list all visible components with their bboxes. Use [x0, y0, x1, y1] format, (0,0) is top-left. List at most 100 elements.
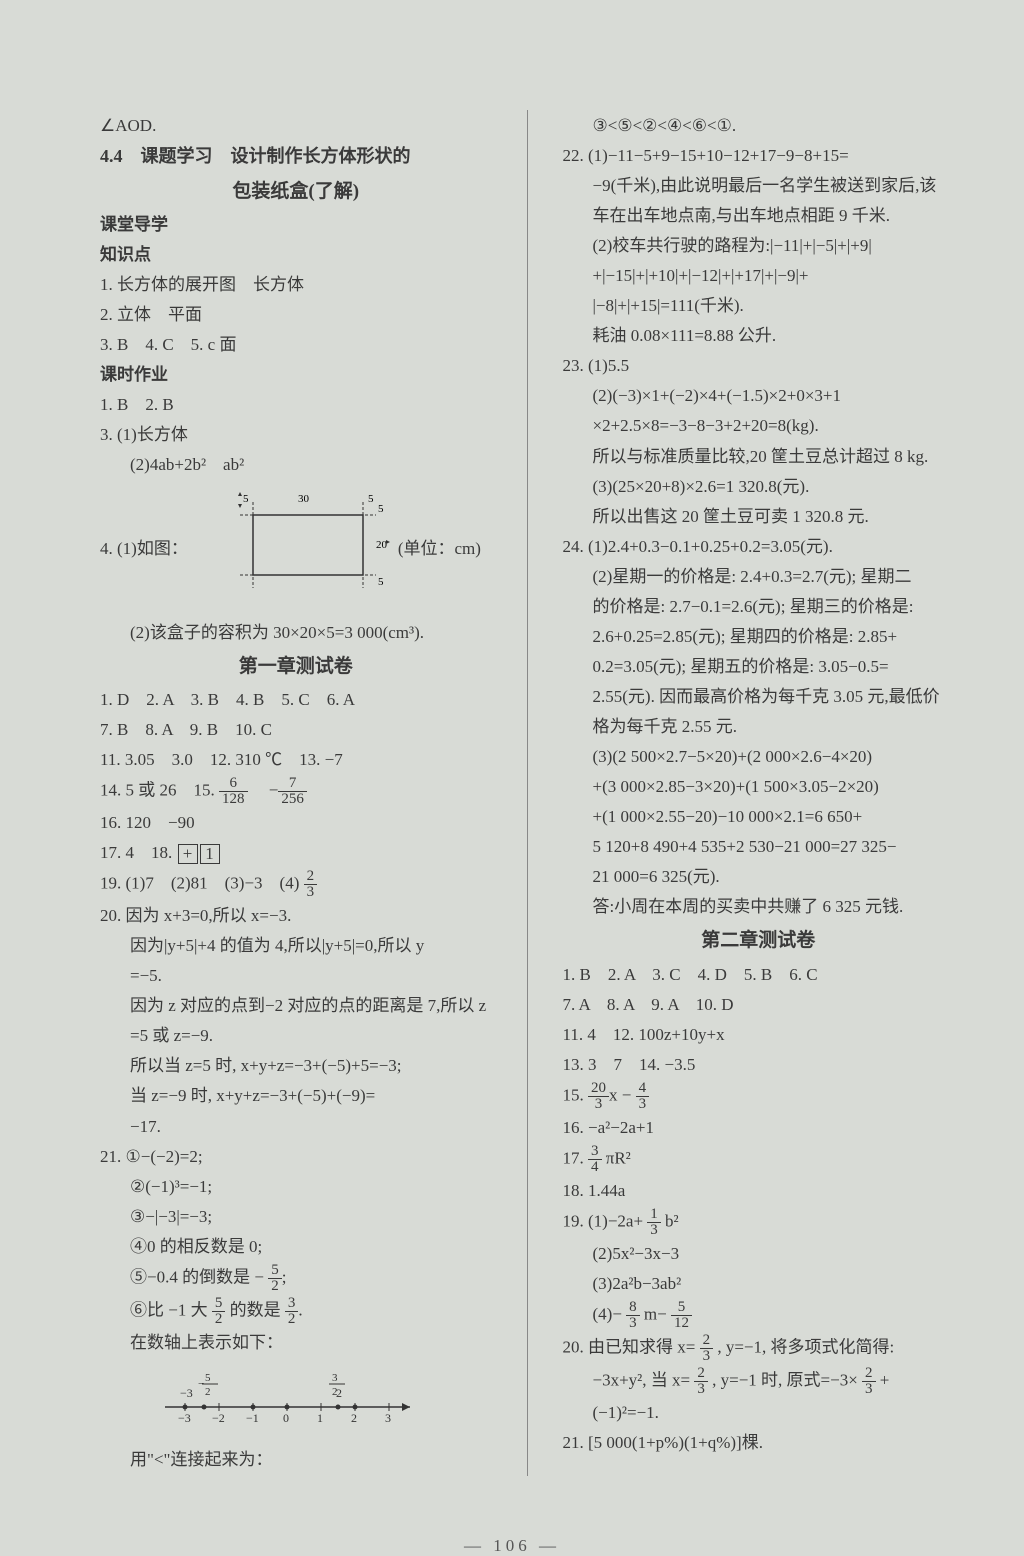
text: ④0 的相反数是 0; — [100, 1233, 492, 1261]
text: , y=−1, 将多项式化简得: — [717, 1337, 894, 1356]
text: −9(千米),由此说明最后一名学生被送到家后,该 — [563, 172, 955, 200]
text: |−8|+|+15|=111(千米). — [563, 292, 955, 320]
text: −3x+y², 当 x= — [593, 1370, 691, 1389]
box: + — [178, 844, 198, 864]
text: +(3 000×2.85−3×20)+(1 500×3.05−2×20) — [563, 773, 955, 801]
text: 所以与标准质量比较,20 筐土豆总计超过 8 kg. — [563, 443, 955, 471]
text: 24. (1)2.4+0.3−0.1+0.25+0.2=3.05(元). — [563, 533, 955, 561]
text: 11. 3.05 3.0 12. 310 ℃ 13. −7 — [100, 746, 492, 774]
text: 5 120+8 490+4 535+2 530−21 000=27 325− — [563, 833, 955, 861]
svg-text:3: 3 — [332, 1372, 338, 1384]
text: 15. — [563, 1085, 589, 1104]
svg-text:−3: −3 — [178, 1411, 191, 1425]
numerator: 5 — [671, 1300, 692, 1316]
numerator: 3 — [285, 1296, 299, 1312]
text: (4)− — [593, 1304, 622, 1323]
numerator: 2 — [694, 1366, 708, 1382]
svg-text:3: 3 — [385, 1411, 391, 1425]
text: =5 或 z=−9. — [100, 1022, 492, 1050]
section-title: 4.4 课题学习 设计制作长方体形状的 — [100, 142, 492, 172]
text: ⑥比 −1 大 — [130, 1300, 212, 1319]
text: 格为每千克 2.55 元. — [563, 713, 955, 741]
svg-text:−3: −3 — [180, 1386, 193, 1400]
text: 在数轴上表示如下： — [100, 1329, 492, 1357]
text: ⑤−0.4 的倒数是 − — [130, 1267, 264, 1286]
text: ③<⑤<②<④<⑥<①. — [563, 112, 955, 140]
numerator: 5 — [212, 1296, 226, 1312]
text: 的数是 — [230, 1300, 285, 1319]
text: 7. A 8. A 9. A 10. D — [563, 991, 955, 1019]
heading: 知识点 — [100, 241, 492, 269]
text: 0.2=3.05(元); 星期五的价格是: 3.05−0.5= — [563, 653, 955, 681]
left-column: ∠AOD. 4.4 课题学习 设计制作长方体形状的 包装纸盒(了解) 课堂导学 … — [100, 110, 492, 1476]
unit-label: (单位：cm) — [398, 535, 481, 563]
text: 23. (1)5.5 — [563, 352, 955, 380]
section-title: 包装纸盒(了解) — [100, 176, 492, 207]
text: (2)4ab+2b² ab² — [100, 451, 492, 479]
text: ②(−1)³=−1; — [100, 1173, 492, 1201]
text: 17. — [563, 1148, 589, 1167]
text: 13. 3 7 14. −3.5 — [563, 1051, 955, 1079]
text: ⑥比 −1 大 52 的数是 32. — [100, 1296, 492, 1327]
denominator: 2 — [268, 1279, 282, 1294]
text: +(1 000×2.55−20)−10 000×2.1=6 650+ — [563, 803, 955, 831]
denominator: 3 — [862, 1382, 876, 1397]
denominator: 3 — [636, 1097, 650, 1112]
denominator: 4 — [588, 1160, 602, 1175]
text: 3. B 4. C 5. c 面 — [100, 331, 492, 359]
text: (3)2a²b−3ab² — [563, 1270, 955, 1298]
svg-text:5: 5 — [378, 576, 384, 588]
text: ×2+2.5×8=−3−8−3+2+20=8(kg). — [563, 412, 955, 440]
chapter-test-title: 第一章测试卷 — [100, 651, 492, 682]
text: 答:小周在本周的买卖中共赚了 6 325 元钱. — [563, 893, 955, 921]
text: 11. 4 12. 100z+10y+x — [563, 1021, 955, 1049]
text: + — [880, 1370, 890, 1389]
numerator: 20 — [588, 1081, 609, 1097]
text: +|−15|+|+10|+|−12|+|+17|+|−9|+ — [563, 262, 955, 290]
denominator: 2 — [285, 1312, 299, 1327]
svg-text:5: 5 — [243, 493, 249, 505]
text: (3)(25×20+8)×2.6=1 320.8(元). — [563, 473, 955, 501]
text: 21. ①−(−2)=2; — [100, 1143, 492, 1171]
text: 17. 34 πR² — [563, 1144, 955, 1175]
text: 用"<"连接起来为： — [100, 1446, 492, 1474]
text: 16. −a²−2a+1 — [563, 1114, 955, 1142]
text: (−1)²=−1. — [563, 1399, 955, 1427]
denominator: 2 — [212, 1312, 226, 1327]
text: 17. 4 18. — [100, 843, 177, 862]
numerator: 7 — [278, 776, 307, 792]
text: 21 000=6 325(元). — [563, 863, 955, 891]
text: 所以出售这 20 筐土豆可卖 1 320.8 元. — [563, 503, 955, 531]
text: ③−|−3|=−3; — [100, 1203, 492, 1231]
denominator: 256 — [278, 792, 307, 807]
numerator: 6 — [219, 776, 248, 792]
page: ∠AOD. 4.4 课题学习 设计制作长方体形状的 包装纸盒(了解) 课堂导学 … — [0, 0, 1024, 1516]
right-column: ③<⑤<②<④<⑥<①. 22. (1)−11−5+9−15+10−12+17−… — [563, 110, 955, 1476]
text: , y=−1 时, 原式=−3× — [712, 1370, 858, 1389]
text: 7. B 8. A 9. B 10. C — [100, 716, 492, 744]
text: −17. — [100, 1113, 492, 1141]
numerator: 8 — [626, 1300, 640, 1316]
svg-text:0: 0 — [283, 1411, 289, 1425]
numerator: 2 — [304, 869, 318, 885]
text: 的价格是: 2.7−0.1=2.6(元); 星期三的价格是: — [563, 593, 955, 621]
text: (2)星期一的价格是: 2.4+0.3=2.7(元); 星期二 — [563, 563, 955, 591]
text: (2)5x²−3x−3 — [563, 1240, 955, 1268]
numerator: 2 — [700, 1333, 714, 1349]
text: −3x+y², 当 x= 23 , y=−1 时, 原式=−3× 23 + — [563, 1366, 955, 1397]
svg-text:−2: −2 — [212, 1411, 225, 1425]
svg-text:20: 20 — [376, 539, 388, 551]
text: 1. B 2. A 3. C 4. D 5. B 6. C — [563, 961, 955, 989]
text: 因为|y+5|+4 的值为 4,所以|y+5|=0,所以 y — [100, 932, 492, 960]
text: 2.55(元). 因而最高价格为每千克 3.05 元,最低价 — [563, 683, 955, 711]
denominator: 12 — [671, 1316, 692, 1331]
text: 14. 5 或 26 15. — [100, 780, 219, 799]
column-divider — [527, 110, 528, 1476]
denominator: 3 — [700, 1349, 714, 1364]
svg-text:5: 5 — [378, 503, 384, 515]
denominator: 3 — [694, 1382, 708, 1397]
numerator: 3 — [588, 1144, 602, 1160]
svg-text:5: 5 — [205, 1372, 211, 1384]
text: 2. 立体 平面 — [100, 301, 492, 329]
text: 19. (1)7 (2)81 (3)−3 (4) — [100, 874, 299, 893]
